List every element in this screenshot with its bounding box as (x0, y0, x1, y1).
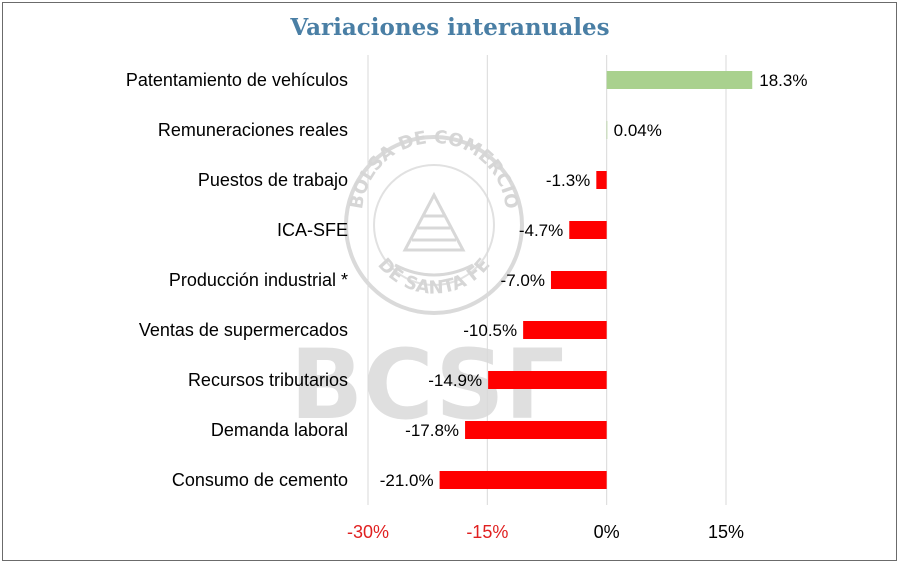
category-label: ICA-SFE (277, 220, 348, 240)
bars (439, 71, 753, 489)
bar (606, 71, 753, 89)
value-label: -17.8% (405, 421, 459, 440)
value-label: -10.5% (463, 321, 517, 340)
value-label: -4.7% (519, 221, 563, 240)
value-label: -21.0% (380, 471, 434, 490)
category-label: Puestos de trabajo (198, 170, 348, 190)
category-label: Consumo de cemento (172, 470, 348, 490)
bar (465, 421, 607, 439)
category-label: Recursos tributarios (188, 370, 348, 390)
category-label: Producción industrial * (169, 270, 348, 290)
value-label: 18.3% (759, 71, 807, 90)
x-axis-tick-labels: -30% -15% 0% 15% (347, 522, 744, 542)
category-label: Remuneraciones reales (158, 120, 348, 140)
x-tick-label: 15% (708, 522, 744, 542)
bar (439, 471, 607, 489)
x-tick-label: 0% (594, 522, 620, 542)
x-tick-label: -30% (347, 522, 389, 542)
seal-emblem-icon (394, 191, 474, 277)
category-labels: Patentamiento de vehículos Remuneraciones… (126, 70, 348, 490)
chart-title: Variaciones interanuales (290, 14, 610, 41)
value-label: -14.9% (428, 371, 482, 390)
bar (606, 121, 608, 139)
bar (523, 321, 607, 339)
seal-inner-ring (373, 164, 495, 286)
value-label: -1.3% (546, 171, 590, 190)
x-tick-label: -15% (466, 522, 508, 542)
category-label: Ventas de supermercados (139, 320, 348, 340)
value-label: -7.0% (501, 271, 545, 290)
bar (596, 171, 607, 189)
category-label: Demanda laboral (211, 420, 348, 440)
category-label: Patentamiento de vehículos (126, 70, 348, 90)
seal-outer-ring (344, 135, 524, 315)
value-labels: 18.3% 0.04% -1.3% -4.7% -7.0% -10.5% -14.9% -17… (380, 71, 808, 490)
value-label: 0.04% (614, 121, 662, 140)
bar (550, 271, 607, 289)
bar (569, 221, 607, 239)
bar (488, 371, 607, 389)
